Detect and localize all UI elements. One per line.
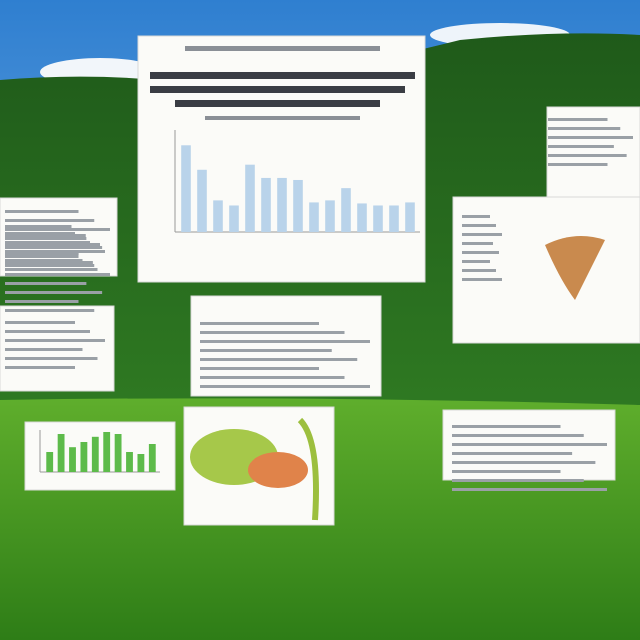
text-line xyxy=(462,233,502,236)
creature xyxy=(248,452,308,488)
text-line xyxy=(5,252,79,255)
bar xyxy=(137,454,145,472)
text-line xyxy=(548,154,627,157)
text-line xyxy=(5,321,75,324)
text-line xyxy=(5,330,90,333)
bar xyxy=(309,202,319,232)
bar xyxy=(197,169,207,232)
text-line xyxy=(452,461,596,464)
bar xyxy=(357,203,367,232)
text-line xyxy=(205,116,360,120)
text-line xyxy=(548,136,633,139)
text-line xyxy=(5,241,90,244)
text-line xyxy=(452,479,584,482)
bar xyxy=(181,145,191,232)
text-line xyxy=(150,72,415,79)
text-line xyxy=(200,349,332,352)
card xyxy=(190,295,382,397)
bar xyxy=(80,442,88,472)
text-line xyxy=(185,46,380,51)
creature xyxy=(545,236,605,300)
text-line xyxy=(462,215,490,218)
text-line xyxy=(462,224,496,227)
bar xyxy=(46,452,54,472)
text-line xyxy=(150,86,405,93)
bar xyxy=(114,434,122,472)
bar xyxy=(57,434,65,472)
text-line xyxy=(462,278,502,281)
bar xyxy=(229,205,239,232)
text-line xyxy=(200,340,370,343)
bar xyxy=(389,205,399,232)
text-line xyxy=(5,255,79,258)
text-line xyxy=(452,452,573,455)
text-line xyxy=(175,100,380,107)
bar xyxy=(293,179,303,232)
bar xyxy=(261,177,271,232)
text-line xyxy=(200,322,319,325)
text-line xyxy=(5,273,110,276)
text-line xyxy=(5,232,75,235)
text-line xyxy=(5,348,83,351)
text-line xyxy=(5,282,87,285)
text-line xyxy=(462,242,493,245)
text-line xyxy=(5,237,87,240)
text-line xyxy=(5,268,98,271)
text-line xyxy=(5,234,86,237)
creature xyxy=(297,417,319,521)
bar xyxy=(341,188,351,232)
text-line xyxy=(5,219,95,222)
text-line xyxy=(5,264,95,267)
text-line xyxy=(452,488,607,491)
text-line xyxy=(452,434,584,437)
text-line xyxy=(462,269,496,272)
text-line xyxy=(5,291,103,294)
card xyxy=(546,106,640,200)
text-line xyxy=(5,225,72,228)
text-line xyxy=(548,163,608,166)
text-line xyxy=(5,366,75,369)
text-line xyxy=(5,261,93,264)
text-line xyxy=(5,339,105,342)
bar xyxy=(277,177,287,232)
text-line xyxy=(5,228,110,231)
text-line xyxy=(5,246,103,249)
bar xyxy=(126,452,133,472)
text-line xyxy=(200,331,345,334)
bar xyxy=(405,202,415,232)
bar xyxy=(325,200,335,232)
text-line xyxy=(5,243,100,246)
bar xyxy=(245,164,255,232)
text-line xyxy=(5,259,83,262)
text-line xyxy=(452,425,561,428)
text-line xyxy=(200,367,319,370)
text-line xyxy=(548,145,614,148)
text-line xyxy=(5,210,79,213)
text-line xyxy=(200,385,370,388)
bar xyxy=(373,205,383,232)
text-line xyxy=(5,250,105,253)
bar xyxy=(213,200,223,232)
text-line xyxy=(200,358,358,361)
bar xyxy=(103,432,111,472)
text-line xyxy=(548,127,621,130)
text-line xyxy=(462,251,499,254)
bar xyxy=(148,444,156,472)
text-line xyxy=(200,376,345,379)
text-line xyxy=(452,443,607,446)
text-line xyxy=(5,309,95,312)
text-line xyxy=(452,470,561,473)
bar xyxy=(91,436,99,472)
text-line xyxy=(548,118,608,121)
bar xyxy=(69,447,76,472)
text-line xyxy=(5,357,98,360)
text-line xyxy=(462,260,490,263)
text-line xyxy=(5,300,79,303)
